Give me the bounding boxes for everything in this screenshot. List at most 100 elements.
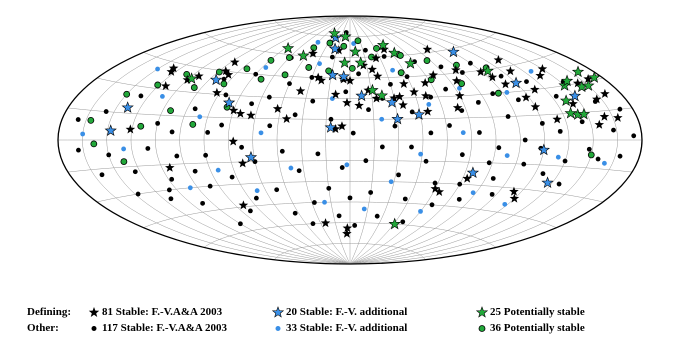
outlined-dot-point [183, 71, 191, 78]
outlined-dot-point [494, 89, 502, 97]
star-point [328, 26, 341, 39]
star-point [391, 112, 404, 125]
dot-point [160, 93, 165, 99]
star-point [420, 77, 430, 88]
dot-point [279, 148, 285, 154]
star-point [330, 89, 341, 99]
star-point [500, 79, 511, 89]
star-point [328, 42, 342, 55]
dot-point [631, 133, 637, 139]
dot-point [409, 109, 415, 115]
dot-point [192, 106, 198, 112]
dot-point [611, 127, 616, 133]
star-point [371, 93, 382, 103]
star-point [295, 86, 306, 96]
dot-point [205, 129, 211, 135]
dot-point [132, 169, 138, 175]
star-point [272, 103, 283, 113]
dot-point [274, 187, 280, 193]
dot-point [263, 65, 269, 70]
star-point [316, 75, 327, 85]
star-point [342, 97, 352, 107]
star-point [394, 91, 405, 101]
dot-point [457, 85, 462, 91]
star-point [451, 65, 461, 75]
dot-point [374, 213, 380, 219]
legend-row-label: Other: [27, 322, 59, 334]
dot-point [229, 174, 235, 180]
dot-point [556, 181, 562, 187]
dot-point [219, 122, 225, 128]
outlined-dot-point [587, 151, 595, 159]
dot-point [470, 190, 476, 196]
star-point [505, 66, 516, 76]
outlined-dot-point [326, 39, 334, 47]
dot-point [381, 54, 387, 59]
dot-point [432, 180, 438, 186]
star-point [588, 71, 601, 83]
dot-point [221, 76, 227, 82]
legend-entry: 20 Stable: F.-V. additional [272, 306, 407, 318]
dot-point [486, 160, 492, 166]
dot-point [400, 219, 406, 225]
star-point [552, 114, 562, 124]
dot-point [287, 81, 292, 87]
star-point [339, 30, 352, 42]
star-point [560, 74, 574, 87]
star-point [537, 143, 550, 156]
dot-point [254, 188, 260, 194]
star-point [372, 71, 383, 81]
star-point [509, 76, 523, 89]
dot-point [457, 181, 463, 187]
dot-point [418, 151, 424, 157]
dot-point [363, 47, 368, 53]
star-point [509, 193, 520, 203]
star-point [594, 119, 605, 129]
dot-point [390, 67, 395, 73]
star-point [125, 124, 136, 134]
star-point [452, 102, 463, 112]
dot-point [467, 60, 473, 66]
dot-point [475, 99, 481, 105]
dot-point [379, 116, 385, 122]
legend: Defining: 81 Stable: F.-V.A&A 2003 20 St… [0, 300, 679, 350]
dot-point [197, 114, 203, 120]
dot-point [344, 162, 350, 168]
dot-point [121, 146, 127, 152]
dot-point [498, 73, 504, 79]
dot-point [169, 176, 175, 182]
dot-point [292, 112, 298, 118]
star-point [237, 158, 248, 168]
star-point [367, 64, 377, 74]
dot-point [426, 102, 432, 107]
star-point [334, 45, 344, 55]
star-point [297, 49, 310, 61]
dot-point [253, 71, 259, 77]
star-point [338, 56, 351, 69]
dot-point [253, 195, 259, 201]
blue-star-icon [272, 306, 284, 318]
star-point [592, 94, 602, 104]
outlined-dot-point [167, 107, 174, 115]
dot-point [524, 79, 529, 85]
star-point [398, 100, 408, 110]
legend-entry-label: 25 Potentially stable [490, 306, 585, 318]
outlined-dot-point [189, 121, 197, 128]
dot-point [288, 165, 294, 171]
legend-entry: 36 Potentially stable [476, 322, 585, 334]
dot-point [238, 221, 243, 227]
dot-point [539, 120, 545, 126]
legend-symbol [88, 307, 100, 317]
dot-point [315, 39, 321, 45]
dot-point [135, 191, 141, 197]
star-point [462, 173, 472, 183]
star-point [168, 63, 179, 73]
star-point [487, 72, 498, 82]
star-point [521, 92, 531, 102]
dot-point [505, 114, 511, 119]
dot-point [528, 68, 534, 74]
star-point [530, 101, 541, 111]
outlined-dot-point [215, 68, 223, 76]
star-point [434, 186, 444, 197]
dot-point [515, 97, 521, 103]
